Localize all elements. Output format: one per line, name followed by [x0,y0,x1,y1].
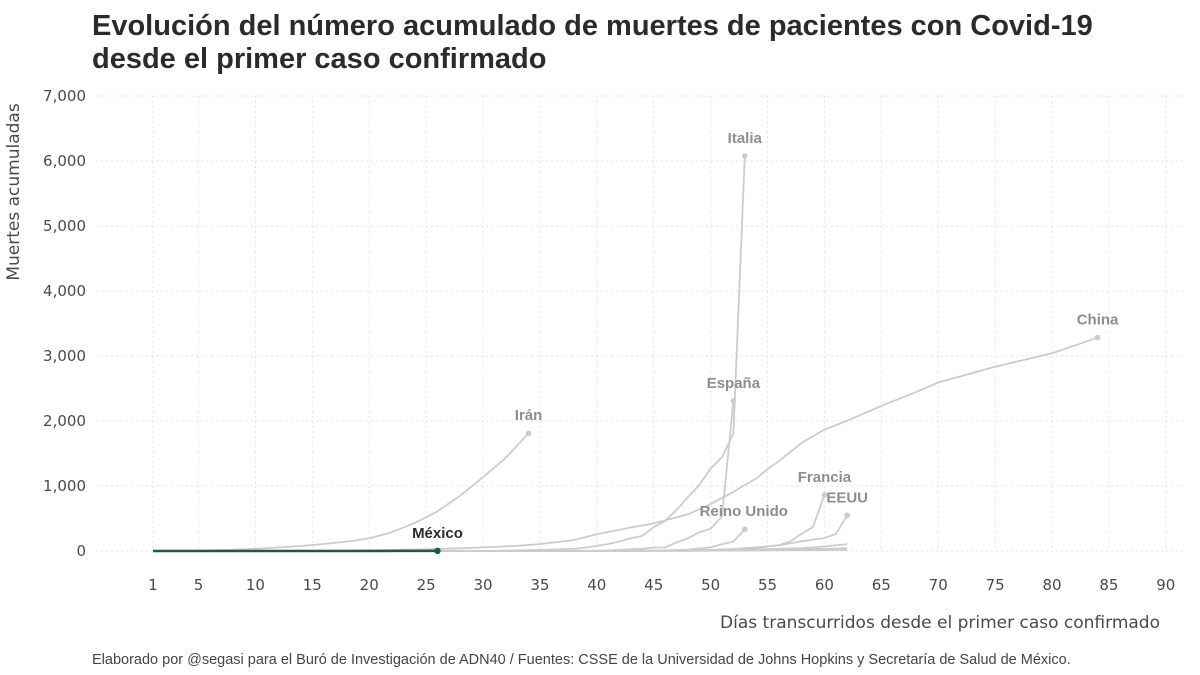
series-end-point-italia [741,153,748,159]
x-tick-label: 40 [587,576,606,594]
x-tick-label: 70 [929,576,948,594]
y-tick-label: 3,000 [43,347,86,365]
series-label-eeuu: EEUU [826,489,868,506]
x-axis-ticks: 1 5 10 15 20 25 30 35 40 45 50 55 60 65 70 75 80 85 90 [148,576,1175,594]
y-tick-label: 4,000 [43,282,86,300]
chart-title-line-2: desde el primer caso confirmado [92,43,547,75]
series-line-iran [152,432,530,552]
series-label-iran: Irán [515,407,543,424]
series-line-china [153,336,1098,552]
series-lines [152,155,1098,553]
x-tick-label: 5 [194,576,204,594]
series-end-point-mexico [434,547,441,555]
x-tick-label: 20 [360,576,379,594]
series-label-francia: Francia [798,469,852,486]
y-tick-label: 1,000 [43,477,86,495]
x-tick-label: 90 [1156,576,1175,594]
series-label-mexico: México [412,525,463,542]
y-tick-label: 5,000 [43,217,86,235]
series-end-point-eeuu [844,512,850,519]
series-end-point-reino-unido [741,526,748,533]
y-tick-label: 0 [76,542,86,560]
series-end-point-francia [821,492,828,498]
x-tick-label: 15 [303,576,322,594]
y-tick-label: 6,000 [43,152,86,170]
x-tick-label: 25 [417,576,436,594]
grid-lines [96,95,1186,552]
y-tick-label: 7,000 [43,87,86,105]
x-tick-label: 60 [815,576,834,594]
x-tick-label: 75 [986,576,1005,594]
series-end-point-espana [730,397,737,404]
source-caption: Elaborado por @segasi para el Buró de In… [92,652,1071,668]
x-tick-label: 1 [148,576,158,594]
x-tick-label: 85 [1099,576,1118,594]
series-line-eeuu [153,514,848,552]
x-tick-label: 55 [758,576,777,594]
x-tick-label: 35 [530,576,549,594]
series-end-point-iran [525,430,532,437]
series-line-italia [153,155,746,552]
series-label-china: China [1077,312,1119,329]
x-tick-label: 65 [872,576,891,594]
y-axis-ticks: 0 1,000 2,000 3,000 4,000 5,000 6,000 7,000 [43,87,86,560]
x-tick-label: 50 [701,576,720,594]
series-end-points [434,153,1101,555]
y-tick-label: 2,000 [43,412,86,430]
series-end-point-china [1094,334,1101,341]
series-line-otro-3 [153,548,848,552]
series-label-italia: Italia [728,130,763,147]
x-tick-label: 10 [246,576,265,594]
x-tick-label: 45 [644,576,663,594]
series-label-espana: España [707,375,761,392]
chart-title-line-1: Evolución del número acumulado de muerte… [92,10,1093,42]
x-tick-label: 80 [1042,576,1061,594]
y-axis-title: Muertes acumuladas [4,103,24,280]
x-axis-title: Días transcurridos desde el primer caso … [720,613,1160,633]
series-label-reino-unido: Reino Unido [700,503,788,520]
series-labels: China Italia España Irán Francia EEUU Reino Un… [412,130,1119,542]
x-tick-label: 30 [473,576,492,594]
chart-title: Evolución del número acumulado de muerte… [92,10,1172,76]
